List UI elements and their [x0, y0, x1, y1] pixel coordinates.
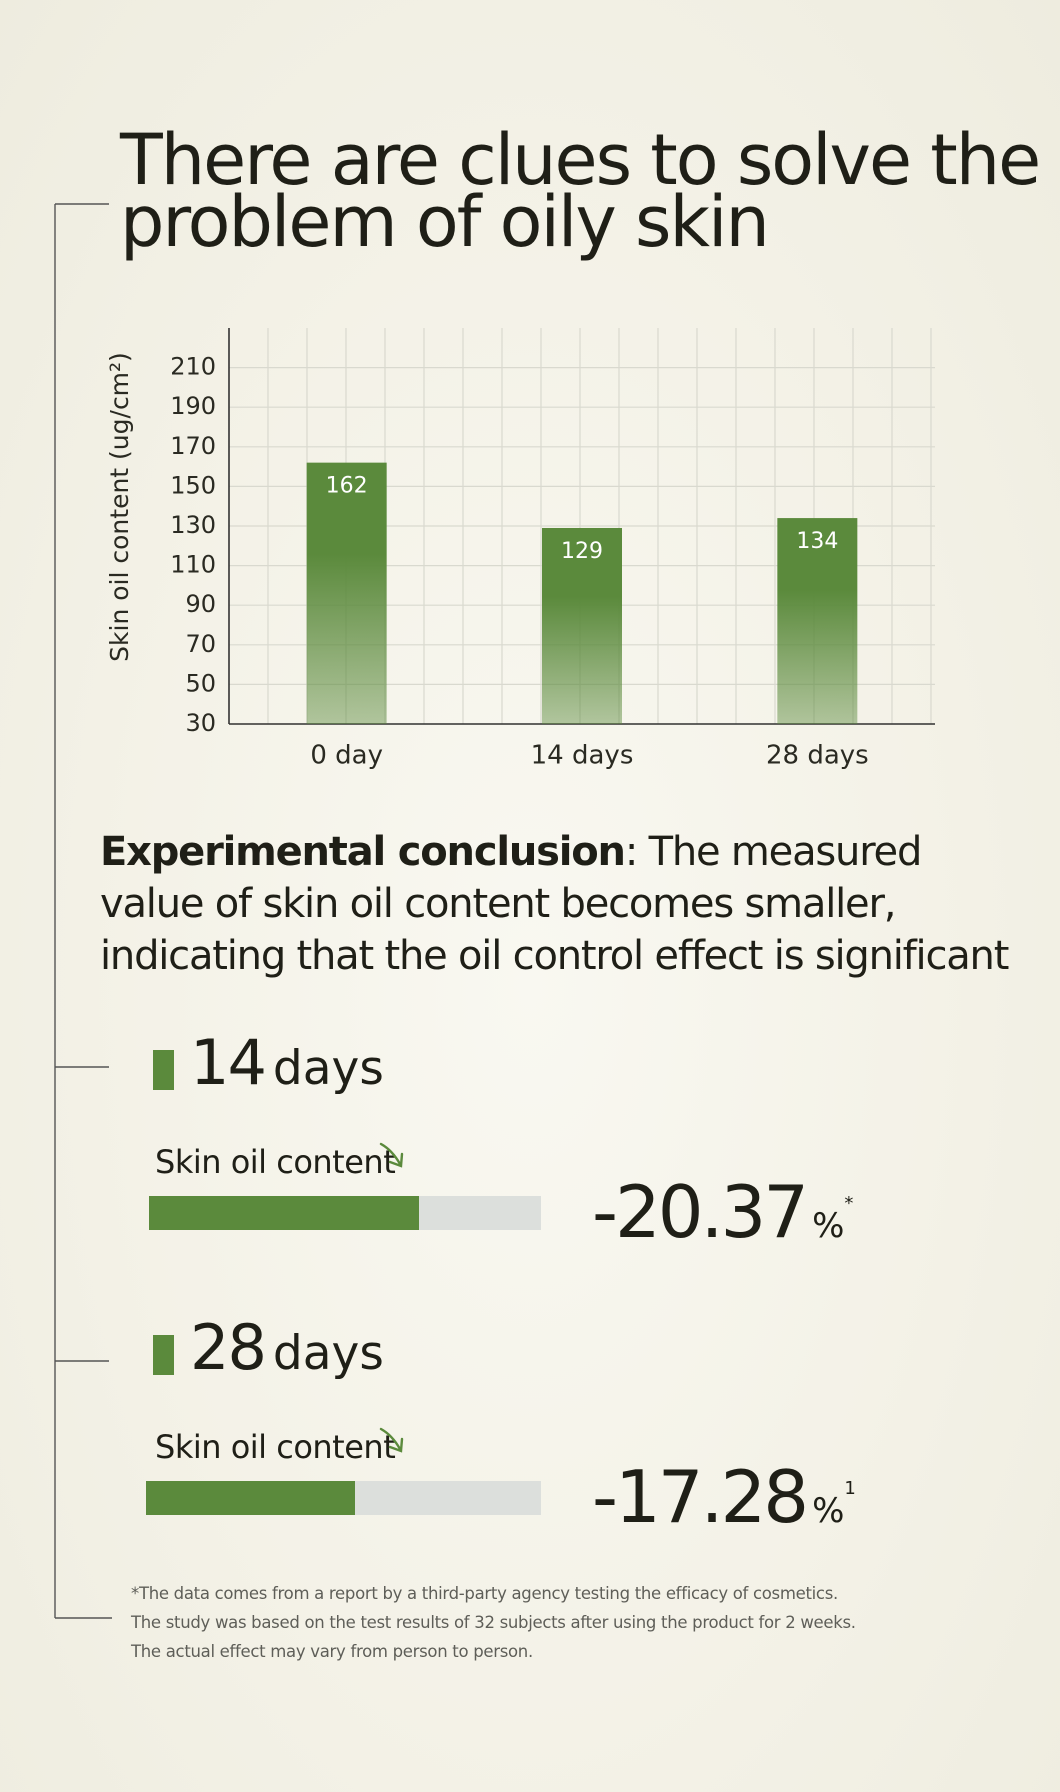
conclusion-label: Experimental conclusion — [100, 829, 626, 875]
y-axis-label: Skin oil content (ug/cm²) — [105, 352, 134, 662]
value-label: 129 — [561, 539, 603, 564]
footnote-mark: * — [844, 1193, 854, 1214]
progress-fill — [146, 1481, 356, 1515]
title-line: problem of oily skin — [120, 181, 770, 263]
conclusion: Experimental conclusion: The measured va… — [100, 826, 1020, 982]
section-days: 28 — [190, 1311, 267, 1384]
footnote-mark: 1 — [844, 1478, 856, 1499]
bar — [777, 518, 858, 724]
section-unit: days — [272, 1326, 384, 1381]
y-tick-label: 110 — [170, 551, 216, 579]
y-tick-label: 130 — [170, 511, 216, 539]
y-tick-label: 190 — [170, 392, 216, 420]
y-tick-label: 50 — [185, 669, 216, 697]
metric-label: Skin oil content — [155, 1143, 396, 1181]
conclusion-text: : The measured value of skin oil content… — [100, 829, 1009, 979]
down-arrow-path — [379, 1427, 404, 1453]
footnote: The study was based on the test results … — [131, 1613, 856, 1632]
change-number: -20.37 — [592, 1170, 809, 1254]
y-tick-label: 30 — [185, 709, 216, 737]
change-value: -17.28 %1 — [592, 1449, 856, 1557]
x-tick-label: 14 days — [531, 741, 634, 771]
value-label: 162 — [326, 474, 368, 499]
section-marker — [153, 1050, 174, 1090]
down-arrow-icon — [379, 1142, 404, 1168]
y-tick-label: 150 — [170, 471, 216, 499]
x-tick-label: 28 days — [766, 741, 869, 771]
down-arrow-icon — [379, 1427, 404, 1453]
footnote: *The data comes from a report by a third… — [131, 1584, 838, 1603]
y-tick-label: 170 — [170, 432, 216, 460]
y-tick-label: 70 — [185, 630, 216, 658]
change-number: -17.28 — [592, 1455, 809, 1539]
bar — [306, 462, 387, 724]
percent-sign: % — [812, 1491, 845, 1531]
down-arrow-path — [379, 1142, 404, 1168]
value-label: 134 — [796, 529, 838, 554]
bracket — [54, 203, 112, 1619]
section-days: 14 — [190, 1026, 267, 1099]
progress-fill — [149, 1196, 420, 1230]
y-tick-label: 210 — [170, 353, 216, 381]
y-tick-label: 90 — [185, 590, 216, 618]
percent-sign: % — [812, 1206, 845, 1246]
section-heading: 28 days — [190, 1313, 384, 1399]
bar — [542, 527, 622, 724]
section-unit: days — [272, 1041, 384, 1096]
title-line: There are clues to solve the — [120, 119, 1041, 201]
footnote: The actual effect may vary from person t… — [131, 1642, 533, 1661]
x-tick-label: 0 day — [310, 741, 383, 771]
metric-label: Skin oil content — [155, 1428, 396, 1466]
section-marker — [153, 1335, 174, 1375]
section-heading: 14 days — [190, 1028, 384, 1114]
change-value: -20.37 %* — [592, 1164, 853, 1272]
